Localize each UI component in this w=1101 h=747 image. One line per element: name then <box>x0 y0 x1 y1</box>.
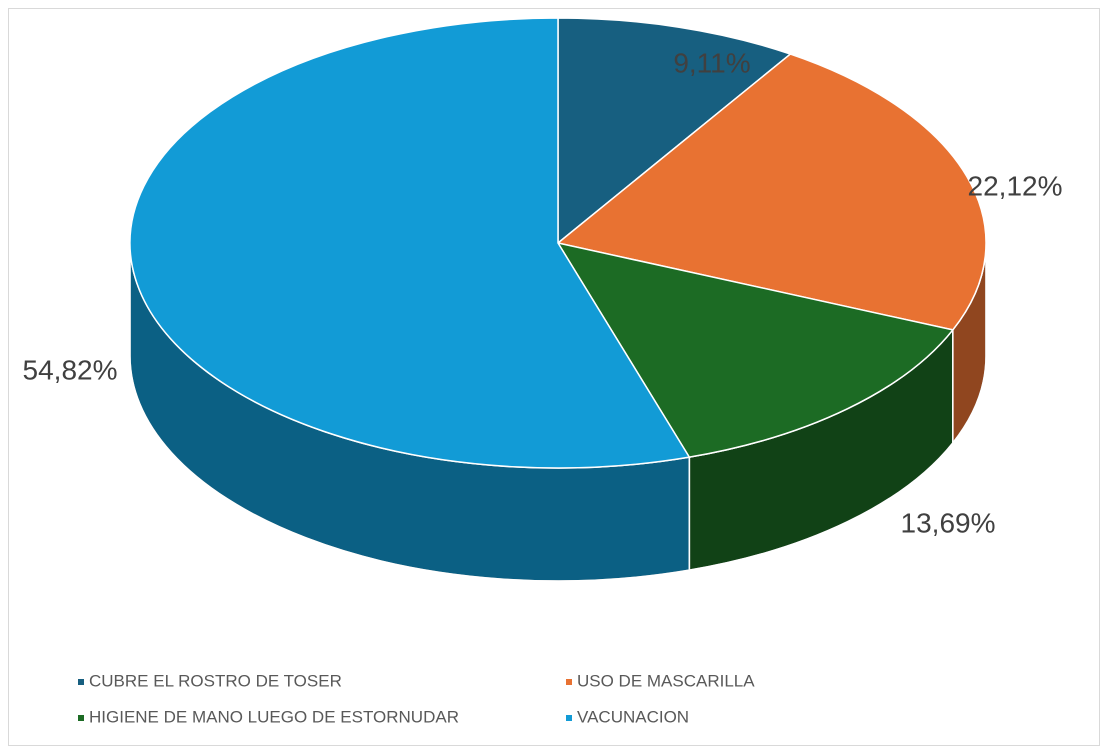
legend-label: VACUNACION <box>577 707 689 726</box>
pie-tops <box>129 17 987 469</box>
pie-sides <box>129 242 987 582</box>
slice <box>557 17 792 245</box>
data-label: 13,69% <box>901 507 996 538</box>
data-label: 9,11% <box>673 47 750 78</box>
slice <box>129 17 691 469</box>
data-labels: 9,11% 22,12% 13,69% 54,82% <box>23 47 1063 538</box>
legend: CUBRE EL ROSTRO DE TOSER USO DE MASCARILL… <box>78 671 755 726</box>
legend-label: USO DE MASCARILLA <box>577 671 755 690</box>
data-label: 22,12% <box>968 170 1063 201</box>
data-label: 54,82% <box>23 354 118 385</box>
legend-label: HIGIENE DE MANO LUEGO DE ESTORNUDAR <box>89 707 459 726</box>
legend-marker <box>566 715 572 721</box>
legend-marker <box>566 679 572 685</box>
legend-marker <box>78 715 84 721</box>
legend-label: CUBRE EL ROSTRO DE TOSER <box>89 671 342 690</box>
slice <box>556 53 987 331</box>
legend-marker <box>78 679 84 685</box>
